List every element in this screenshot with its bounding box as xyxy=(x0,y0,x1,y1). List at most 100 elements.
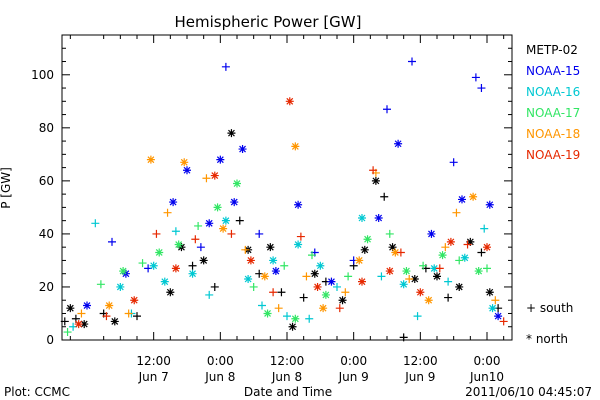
north-marker xyxy=(316,261,325,270)
north-marker xyxy=(238,145,247,154)
x-tick-time-label: 0:00 xyxy=(207,354,234,368)
south-marker xyxy=(102,312,111,321)
x-tick-date-label: Jun 7 xyxy=(138,370,169,384)
legend-south-symbol: + south xyxy=(526,301,573,315)
north-marker xyxy=(360,245,369,254)
series-noaa-16 xyxy=(69,214,497,331)
south-marker xyxy=(302,272,311,281)
x-tick-time-label: 12:00 xyxy=(270,354,305,368)
legend-entry: NOAA-19 xyxy=(526,148,580,162)
south-marker xyxy=(255,229,264,238)
y-tick-label: 40 xyxy=(39,227,54,241)
north-marker xyxy=(294,200,303,209)
north-marker xyxy=(246,256,255,265)
north-marker xyxy=(485,200,494,209)
data-points xyxy=(60,57,508,342)
y-tick-label: 0 xyxy=(46,333,54,347)
x-tick-date-label: Jun 8 xyxy=(204,370,235,384)
south-marker xyxy=(455,256,464,265)
series-noaa-15 xyxy=(83,57,503,321)
north-marker xyxy=(213,203,222,212)
south-marker xyxy=(280,261,289,270)
y-tick-label: 100 xyxy=(31,68,54,82)
south-marker xyxy=(333,282,341,291)
north-marker xyxy=(458,195,466,204)
south-marker xyxy=(380,192,389,201)
legend-entry: NOAA-18 xyxy=(526,127,580,141)
north-marker xyxy=(327,277,336,286)
north-marker xyxy=(363,235,372,244)
south-marker xyxy=(444,293,453,302)
x-axis-label: Date and Time xyxy=(244,385,332,399)
south-marker xyxy=(108,237,116,246)
south-marker xyxy=(491,296,500,305)
south-marker xyxy=(60,317,69,326)
south-marker xyxy=(171,227,180,236)
south-marker xyxy=(344,272,353,281)
north-marker xyxy=(394,139,403,148)
south-marker xyxy=(283,312,291,321)
series-noaa-17 xyxy=(63,179,491,337)
south-marker xyxy=(221,62,230,71)
north-marker xyxy=(269,256,278,265)
north-marker xyxy=(230,198,239,207)
north-marker xyxy=(474,267,483,276)
south-marker xyxy=(341,288,350,297)
north-marker xyxy=(227,129,236,138)
south-marker xyxy=(269,288,278,297)
north-marker xyxy=(430,264,439,273)
north-marker xyxy=(446,237,455,246)
north-marker xyxy=(263,309,272,318)
north-marker xyxy=(288,322,297,331)
north-marker xyxy=(374,214,383,222)
north-marker xyxy=(130,296,139,305)
south-marker xyxy=(335,304,344,313)
south-marker xyxy=(477,248,486,257)
north-marker xyxy=(160,277,169,286)
plot-source-label: Plot: CCMC xyxy=(4,385,70,399)
south-marker xyxy=(471,73,480,82)
north-marker xyxy=(180,158,189,167)
south-marker xyxy=(194,221,203,230)
north-marker xyxy=(83,301,91,310)
north-marker xyxy=(244,275,253,283)
plot-frame xyxy=(61,34,513,341)
south-marker xyxy=(408,57,416,66)
south-marker xyxy=(463,240,472,249)
south-marker xyxy=(241,245,250,254)
south-marker xyxy=(452,208,461,217)
north-marker xyxy=(485,288,494,297)
north-marker xyxy=(221,216,230,225)
legend-entry: NOAA-16 xyxy=(526,85,580,99)
north-marker xyxy=(321,290,330,299)
legend-entry: NOAA-17 xyxy=(526,106,580,120)
north-marker xyxy=(171,264,180,273)
south-marker xyxy=(277,288,286,297)
series-metp-02 xyxy=(60,129,503,342)
north-marker xyxy=(338,296,347,305)
south-marker xyxy=(477,84,486,93)
north-marker xyxy=(146,155,155,164)
south-marker xyxy=(202,174,211,183)
y-axis-label: P [GW] xyxy=(0,167,13,209)
north-marker xyxy=(460,253,469,262)
south-marker xyxy=(441,243,450,252)
x-tick-time-label: 0:00 xyxy=(340,354,367,368)
north-marker xyxy=(416,288,425,297)
south-marker xyxy=(63,328,72,337)
north-marker xyxy=(355,256,364,265)
x-tick-date-label: Jun 8 xyxy=(271,370,302,384)
north-marker xyxy=(116,282,125,291)
north-marker xyxy=(266,243,275,252)
north-marker xyxy=(166,288,175,297)
south-marker xyxy=(435,264,444,273)
north-marker xyxy=(385,267,394,276)
north-marker xyxy=(291,314,300,323)
north-marker xyxy=(391,248,400,257)
south-marker xyxy=(413,312,422,321)
south-marker xyxy=(383,105,391,114)
north-marker xyxy=(438,251,447,260)
y-tick-label: 80 xyxy=(39,121,54,135)
north-marker xyxy=(74,320,83,329)
